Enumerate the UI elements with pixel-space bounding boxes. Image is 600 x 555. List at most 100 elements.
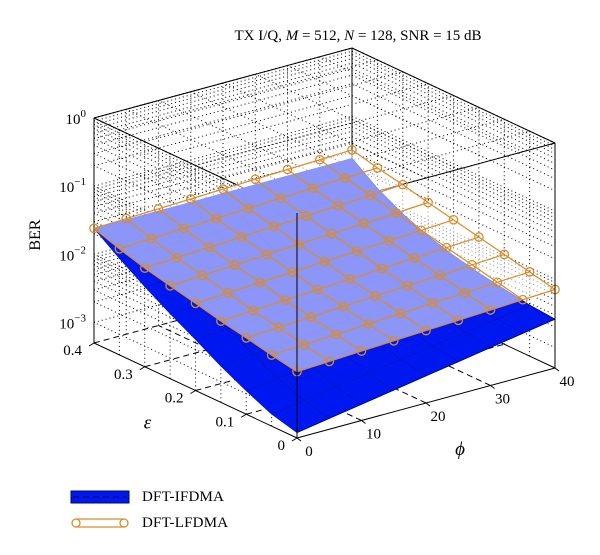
grid-line xyxy=(222,82,427,179)
legend-swatch-ifdma xyxy=(70,490,130,504)
legend-item-ifdma: DFT-IFDMA xyxy=(70,484,370,510)
lfdma-marker xyxy=(409,253,420,263)
lfdma-mesh-line xyxy=(125,218,330,362)
box-edge xyxy=(291,437,298,442)
grid-line xyxy=(158,100,362,196)
lfdma-marker xyxy=(114,243,125,254)
lfdma-marker xyxy=(287,267,298,277)
z-axis-label: BER xyxy=(27,219,44,250)
grid-line xyxy=(93,126,353,198)
lfdma-marker xyxy=(499,249,510,260)
grid-line xyxy=(255,73,459,170)
x-tick-label: 0 xyxy=(305,444,313,460)
grid-line xyxy=(93,251,353,323)
grid-line xyxy=(351,58,556,155)
y-tick-label: 0.3 xyxy=(114,367,133,383)
grid-line xyxy=(93,132,298,229)
lfdma-marker xyxy=(280,295,291,305)
lfdma-marker xyxy=(356,346,367,356)
lfdma-marker xyxy=(331,329,341,340)
y-tick-label: 0.4 xyxy=(63,343,82,359)
box-edge xyxy=(490,385,495,389)
grid-line xyxy=(220,106,480,178)
grid-line xyxy=(93,115,353,187)
lfdma-marker xyxy=(262,249,272,260)
grid-line xyxy=(93,120,298,217)
lfdma-marker xyxy=(282,164,293,175)
lfdma-marker xyxy=(351,246,362,256)
grid-line xyxy=(351,151,556,248)
grid-line xyxy=(195,95,454,166)
grid-line xyxy=(93,322,298,418)
lfdma-mesh xyxy=(89,145,560,377)
grid-line xyxy=(351,115,556,212)
grid-line xyxy=(93,136,353,208)
lfdma-marker xyxy=(185,194,196,204)
lfdma-mesh-line xyxy=(254,178,459,321)
lfdma-marker xyxy=(179,223,189,234)
lfdma-marker xyxy=(241,333,252,343)
x-tick-label: 40 xyxy=(560,374,575,390)
lfdma-marker xyxy=(391,208,401,218)
front-box-edges xyxy=(88,143,560,442)
legend-item-lfdma: DFT-LFDMA xyxy=(70,510,370,536)
box-edge xyxy=(240,413,247,418)
grid-line xyxy=(93,151,353,223)
z-tick-label: 10−1 xyxy=(59,176,86,196)
lfdma-marker xyxy=(333,200,344,211)
lfdma-marker xyxy=(397,179,408,190)
lfdma-marker xyxy=(384,235,394,246)
grid-line xyxy=(351,130,556,227)
lfdma-mesh-line xyxy=(351,149,556,290)
lfdma-marker xyxy=(441,242,452,253)
lfdma-marker xyxy=(347,145,357,155)
lfdma-marker xyxy=(146,233,157,244)
y-tick-label: 0.1 xyxy=(216,414,235,430)
grid-line xyxy=(351,54,556,151)
lfdma-marker xyxy=(467,259,477,270)
lfdma-marker xyxy=(434,270,445,281)
grid-line xyxy=(93,68,353,140)
lfdma-marker xyxy=(243,203,254,214)
grid-line xyxy=(119,59,378,131)
lfdma-marker xyxy=(255,277,265,288)
lfdma-marker xyxy=(345,274,355,284)
lfdma-marker xyxy=(453,315,464,326)
grid-line xyxy=(93,142,353,214)
lfdma-mesh-line xyxy=(190,198,395,342)
lfdma-marker xyxy=(204,242,215,253)
lfdma-marker xyxy=(428,298,438,308)
grid-line xyxy=(351,126,556,223)
grid-line xyxy=(93,231,353,303)
lfdma-marker xyxy=(485,305,496,315)
lfdma-marker xyxy=(421,325,431,336)
lfdma-marker xyxy=(416,225,427,236)
lfdma-marker xyxy=(319,256,330,267)
grid-line xyxy=(169,83,429,155)
lfdma-marker xyxy=(423,197,433,208)
lfdma-marker xyxy=(294,239,304,250)
grid-line xyxy=(351,118,556,215)
x-tick-label: 20 xyxy=(431,409,446,425)
lfdma-mesh-fill xyxy=(94,149,555,372)
legend: DFT-IFDMA DFT-LFDMA xyxy=(70,484,370,536)
box-edge xyxy=(296,437,302,442)
legend-swatch-lfdma xyxy=(71,518,129,528)
lfdma-marker xyxy=(308,183,318,193)
box-edge xyxy=(190,390,196,394)
lfdma-marker xyxy=(139,263,150,273)
lfdma-marker xyxy=(358,218,369,229)
chart-title: TX I/Q, M = 512, N = 128, SNR = 15 dB xyxy=(234,28,481,44)
grid-line xyxy=(351,50,556,147)
lfdma-marker xyxy=(517,294,528,305)
lfdma-marker xyxy=(370,291,381,301)
lfdma-marker xyxy=(363,319,374,329)
legend-label-ifdma: DFT-IFDMA xyxy=(142,488,225,505)
grid-line xyxy=(93,58,353,130)
lfdma-marker xyxy=(314,154,325,165)
lfdma-marker xyxy=(324,356,335,367)
box-edge xyxy=(425,402,431,407)
lfdma-marker xyxy=(273,322,284,333)
